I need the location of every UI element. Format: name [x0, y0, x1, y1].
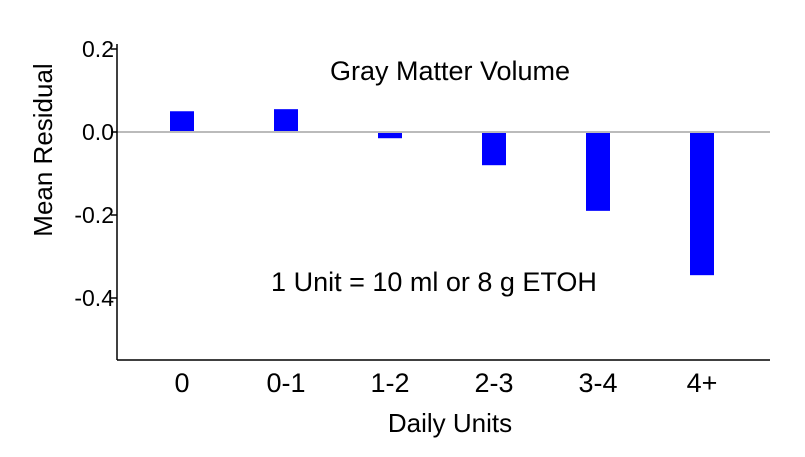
- bar-1-2: [378, 132, 402, 139]
- bar-4+: [690, 132, 714, 276]
- y-tick-label: -0.4: [74, 285, 114, 311]
- bars-group: [170, 109, 714, 276]
- x-axis-label: Daily Units: [388, 408, 512, 438]
- x-ticks-group: 0 0-1 1-2 2-3 3-4 4+: [174, 368, 717, 398]
- x-tick-label: 3-4: [578, 368, 617, 398]
- y-ticks-group: 0.2 0.0 -0.2 -0.4: [74, 36, 117, 311]
- bar-2-3: [482, 132, 506, 166]
- bar-3-4: [586, 132, 610, 211]
- chart-title: Gray Matter Volume: [330, 56, 570, 86]
- y-tick-label: 0.2: [82, 36, 114, 62]
- y-axis-label: Mean Residual: [28, 63, 58, 236]
- x-tick-label: 0-1: [266, 368, 305, 398]
- x-tick-label: 0: [174, 368, 189, 398]
- y-tick-label: -0.2: [74, 202, 114, 228]
- unit-annotation: 1 Unit = 10 ml or 8 g ETOH: [271, 267, 597, 297]
- x-tick-label: 1-2: [370, 368, 409, 398]
- x-tick-label: 2-3: [474, 368, 513, 398]
- x-tick-label: 4+: [687, 368, 718, 398]
- bar-0-1: [274, 109, 298, 132]
- bar-0: [170, 111, 194, 132]
- y-tick-label: 0.0: [82, 119, 114, 145]
